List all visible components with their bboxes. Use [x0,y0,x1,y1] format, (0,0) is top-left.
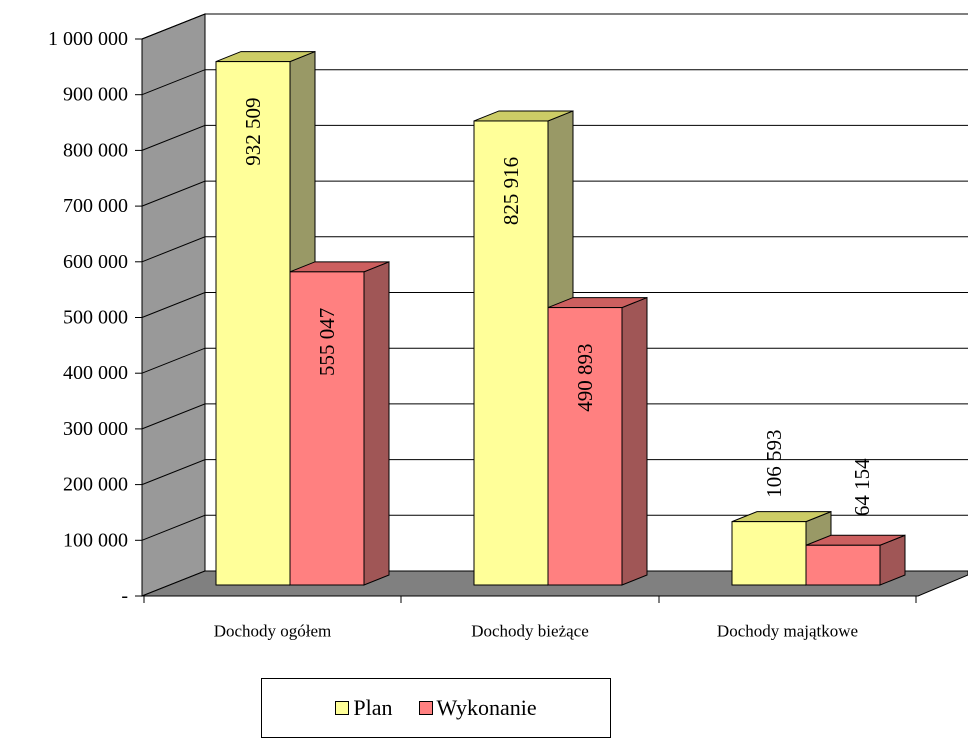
y-tick-label: 700 000 [63,195,128,217]
data-label: 555 047 [315,308,339,376]
gridline [141,124,968,151]
x-tick-label: Dochody majątkowe [717,622,858,641]
bar-wykonanie-0 [289,261,390,586]
gridline [141,347,968,374]
gridline [141,69,968,96]
data-label: 106 593 [762,430,786,498]
gridline [141,236,968,263]
data-label: 932 509 [241,97,265,165]
data-label: 825 916 [499,157,523,225]
legend-item-plan: Plan [335,695,393,721]
y-tick-label: 400 000 [63,362,128,384]
y-tick-label: - [121,585,128,607]
y-tick-label: 100 000 [63,529,128,551]
gridline [141,292,968,318]
x-tick-label: Dochody bieżące [471,622,589,641]
legend-swatch-plan [335,701,350,715]
y-tick-label: 1 000 000 [48,28,128,50]
bar-wykonanie-2 [805,534,906,586]
legend-swatch-wykonanie [418,701,433,715]
bar-wykonanie-1 [547,296,648,586]
y-tick-label: 800 000 [63,139,128,161]
gridline [141,13,968,40]
gridline [141,514,968,541]
y-tick-label: 600 000 [63,251,128,273]
legend-label-wykonanie: Wykonanie [436,695,537,720]
y-tick-label: 200 000 [63,474,128,496]
y-tick-label: 500 000 [63,307,128,329]
legend-label-plan: Plan [353,695,393,720]
axes [135,38,918,603]
y-tick-label: 900 000 [63,84,128,106]
gridline [141,180,968,207]
gridline [141,459,968,486]
gridlines [141,13,968,541]
legend: Plan Wykonanie [261,678,611,738]
bars [215,50,906,586]
labels: 932 509 555 047 825 916 490 893 106 593 64 15… [48,28,874,641]
y-tick-label: 300 000 [63,418,128,440]
legend-item-wykonanie: Wykonanie [418,695,537,721]
gridline [141,403,968,430]
x-tick-label: Dochody ogółem [214,622,332,641]
data-label: 64 154 [850,458,874,516]
data-label: 490 893 [573,343,597,411]
